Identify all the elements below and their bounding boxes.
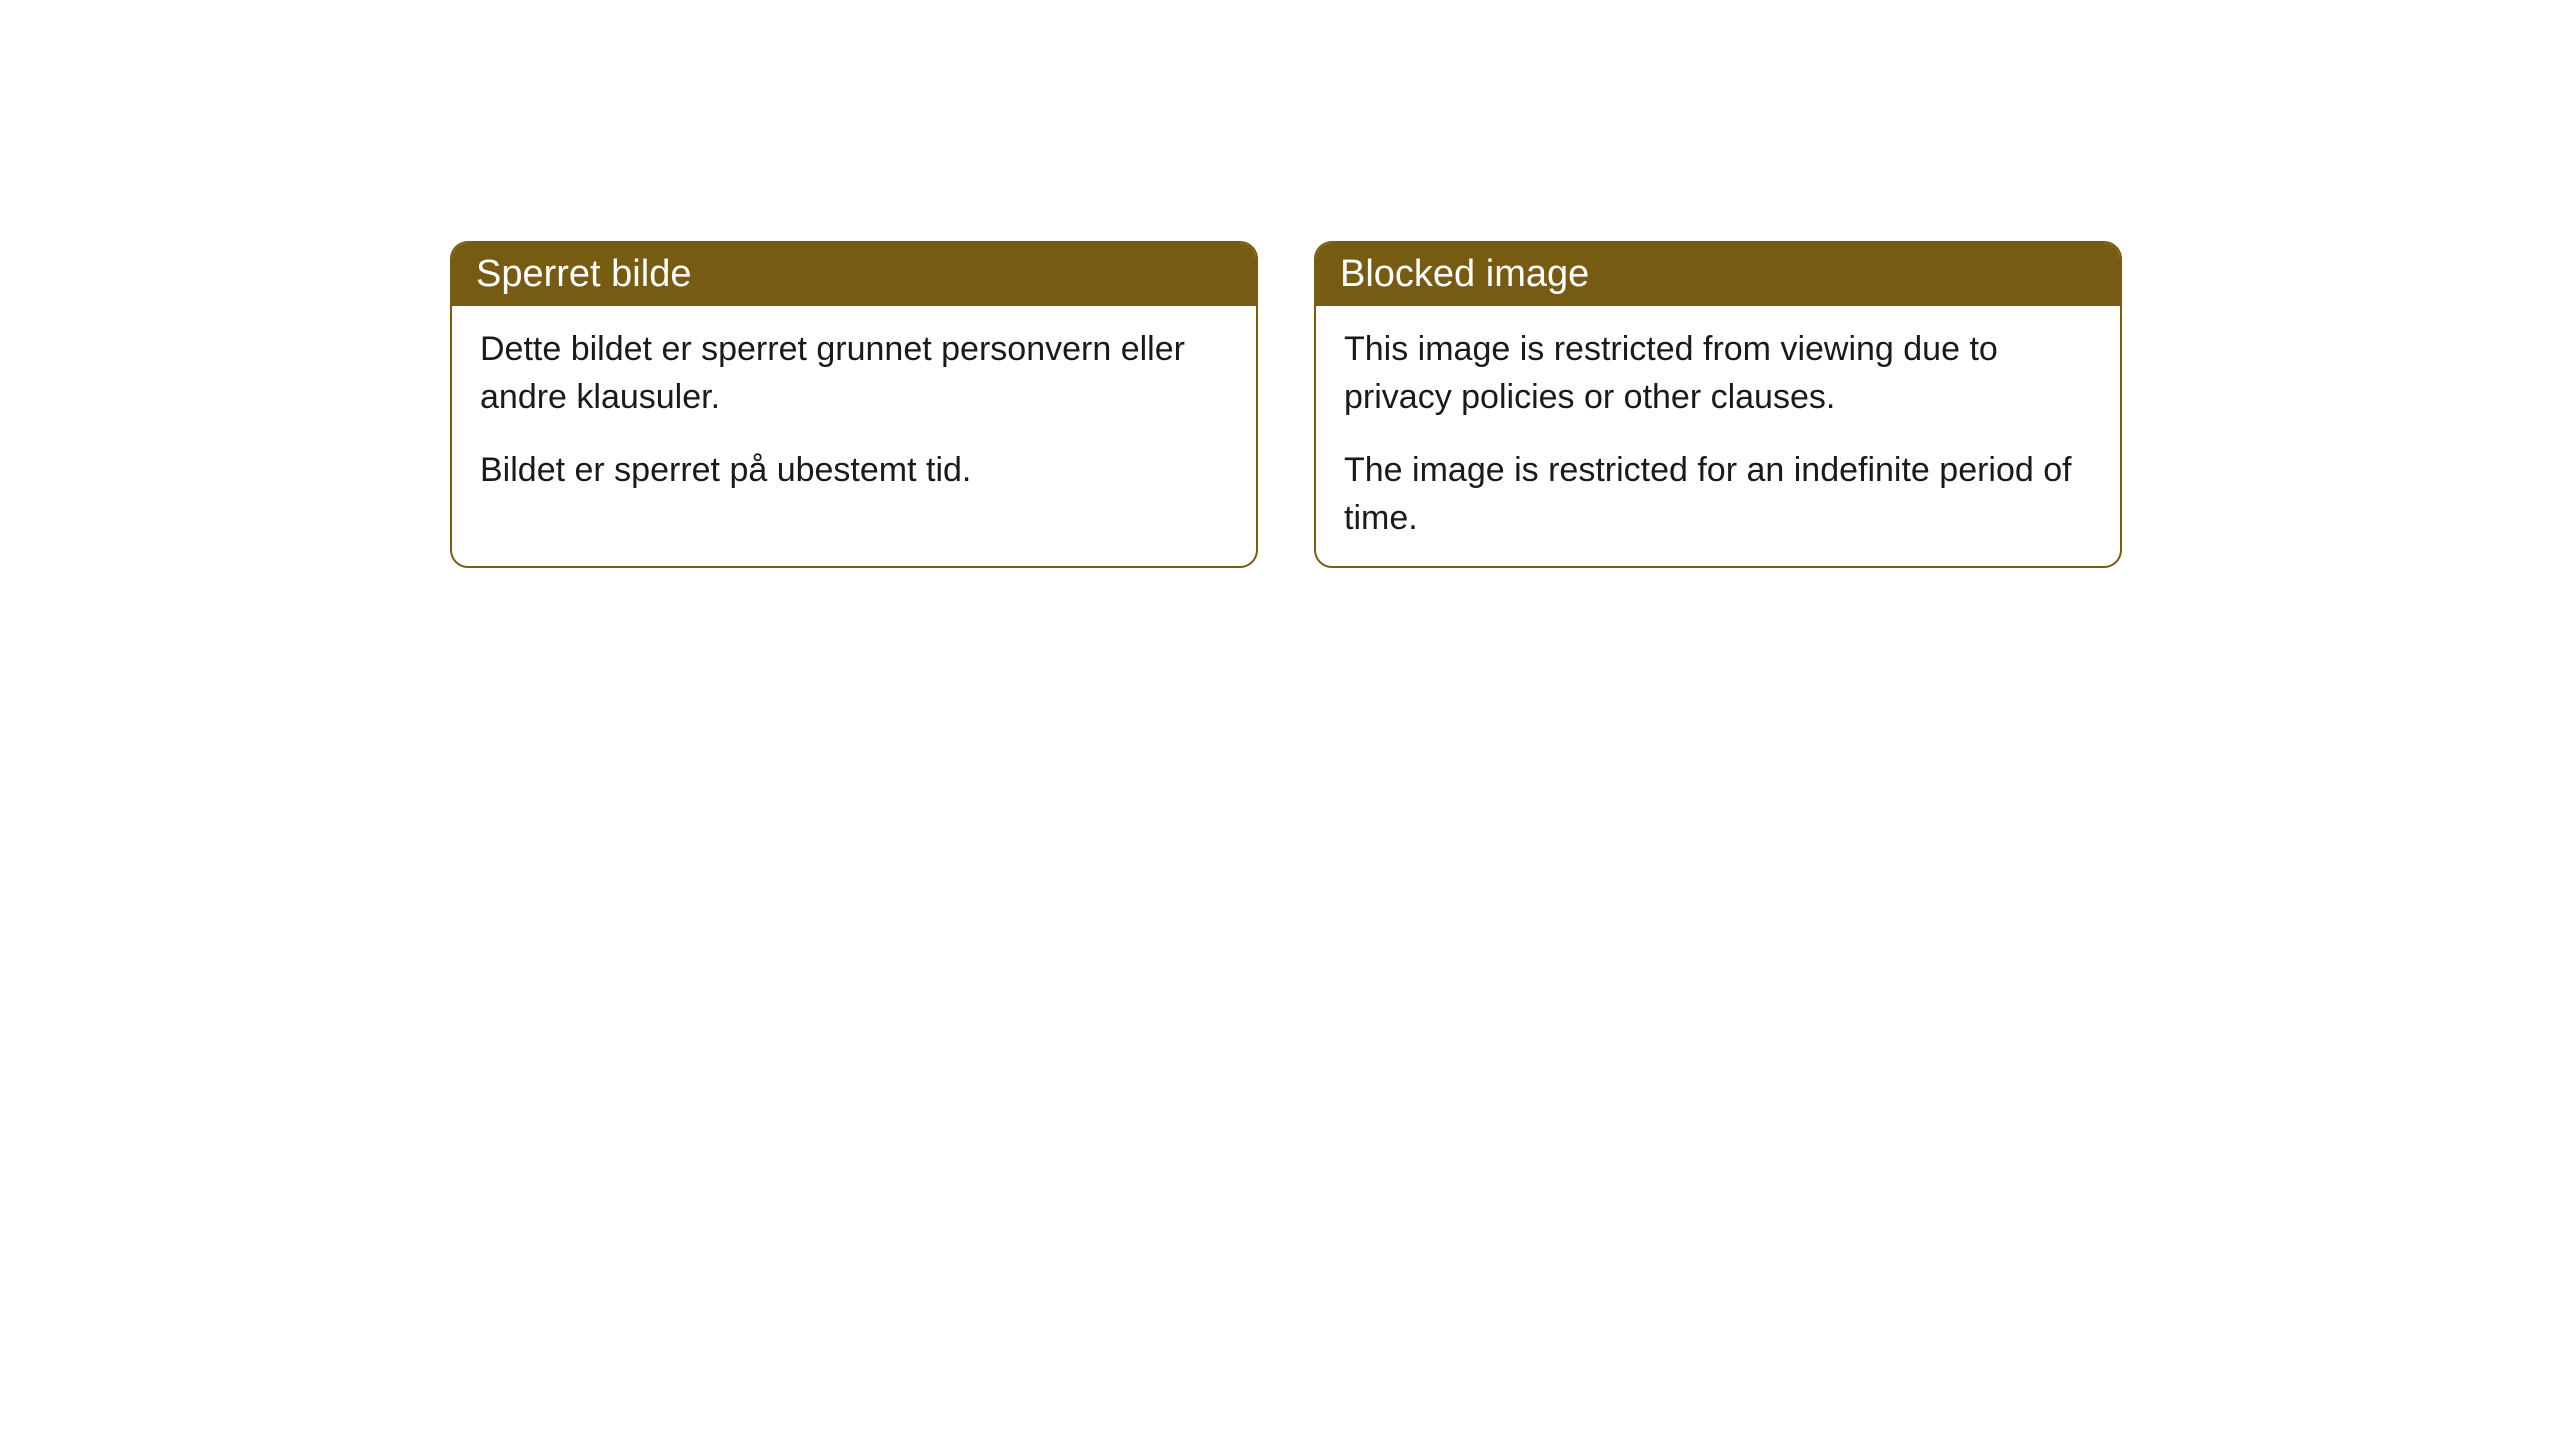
card-title: Blocked image: [1340, 253, 1589, 295]
blocked-image-card-norwegian: Sperret bilde Dette bildet er sperret gr…: [450, 241, 1258, 568]
blocked-image-card-english: Blocked image This image is restricted f…: [1314, 241, 2122, 568]
card-body-norwegian: Dette bildet er sperret grunnet personve…: [452, 306, 1256, 535]
card-paragraph: Bildet er sperret på ubestemt tid.: [480, 447, 1228, 495]
card-paragraph: Dette bildet er sperret grunnet personve…: [480, 326, 1228, 421]
card-header-norwegian: Sperret bilde: [452, 243, 1256, 306]
card-title: Sperret bilde: [476, 253, 691, 295]
card-paragraph: This image is restricted from viewing du…: [1344, 326, 2092, 421]
card-body-english: This image is restricted from viewing du…: [1316, 306, 2120, 566]
notice-cards-container: Sperret bilde Dette bildet er sperret gr…: [450, 241, 2122, 568]
card-header-english: Blocked image: [1316, 243, 2120, 306]
card-paragraph: The image is restricted for an indefinit…: [1344, 447, 2092, 542]
